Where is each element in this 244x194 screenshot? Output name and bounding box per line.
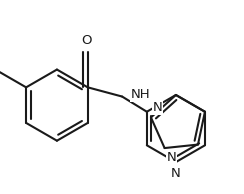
Text: N: N: [167, 151, 176, 164]
Text: N: N: [171, 167, 181, 180]
Text: NH: NH: [130, 88, 150, 101]
Text: N: N: [153, 101, 163, 114]
Text: O: O: [81, 34, 92, 47]
